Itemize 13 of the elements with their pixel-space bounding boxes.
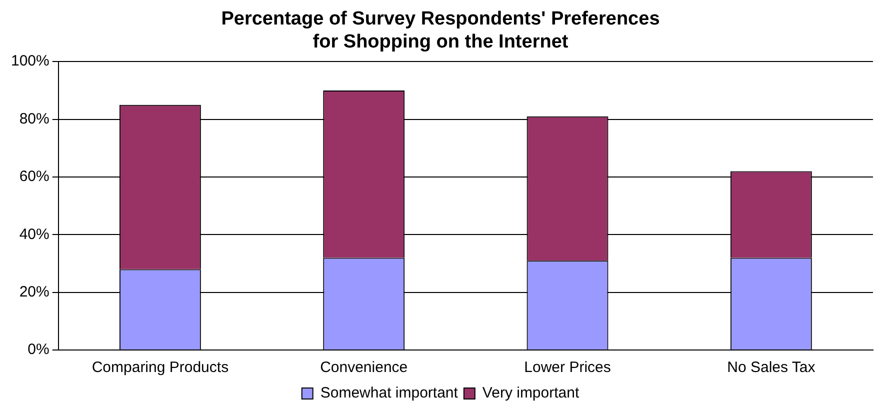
y-tick-label: 60% <box>19 168 50 186</box>
x-tick-label: Comparing Products <box>92 359 229 376</box>
y-tick-label: 80% <box>19 110 50 128</box>
y-tick-label: 0% <box>28 341 50 358</box>
y-tick-label: 40% <box>19 226 50 243</box>
x-tick-label: Convenience <box>320 359 408 376</box>
legend-label: Very important <box>482 384 580 402</box>
x-tick-label: Lower Prices <box>524 359 611 376</box>
y-tick-label: 20% <box>19 283 50 300</box>
legend-label: Somewhat important <box>320 384 459 402</box>
chart-title: Percentage of Survey Respondents' Preferences for Shopping on the Internet <box>221 8 660 52</box>
x-tick-label: No Sales Tax <box>727 359 816 376</box>
y-tick-label: 100% <box>10 52 50 70</box>
